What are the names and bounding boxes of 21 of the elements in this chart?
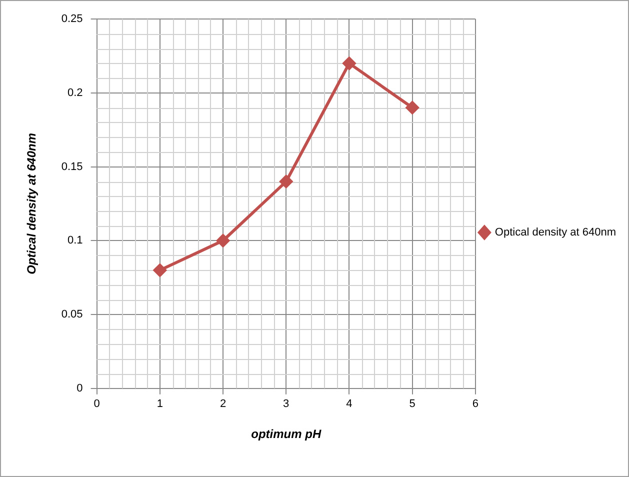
- x-tick-label: 5: [409, 398, 416, 410]
- x-tick-label: 1: [156, 398, 163, 410]
- y-tick-label: 0.15: [61, 160, 83, 173]
- x-tick-label: 3: [283, 398, 290, 410]
- y-axis-title: Optical density at 640nm: [24, 132, 39, 274]
- y-tick-label: 0.2: [68, 86, 83, 99]
- y-tick-label: 0.25: [61, 13, 83, 26]
- legend-label: Optical density at 640nm: [494, 226, 616, 239]
- x-tick-label: 0: [94, 398, 100, 410]
- y-tick-label: 0: [76, 382, 83, 394]
- point: [153, 264, 166, 277]
- point: [216, 234, 230, 248]
- y-tick-label: 0.1: [68, 234, 83, 247]
- point: [406, 101, 419, 114]
- x-axis-title: optimum pH: [251, 427, 322, 442]
- point: [280, 175, 293, 188]
- x-tick-label: 6: [472, 398, 478, 410]
- point: [342, 56, 356, 70]
- x-tick-label: 2: [220, 398, 226, 410]
- y-tick-label: 0.05: [61, 308, 83, 321]
- x-tick-label: 4: [346, 398, 352, 410]
